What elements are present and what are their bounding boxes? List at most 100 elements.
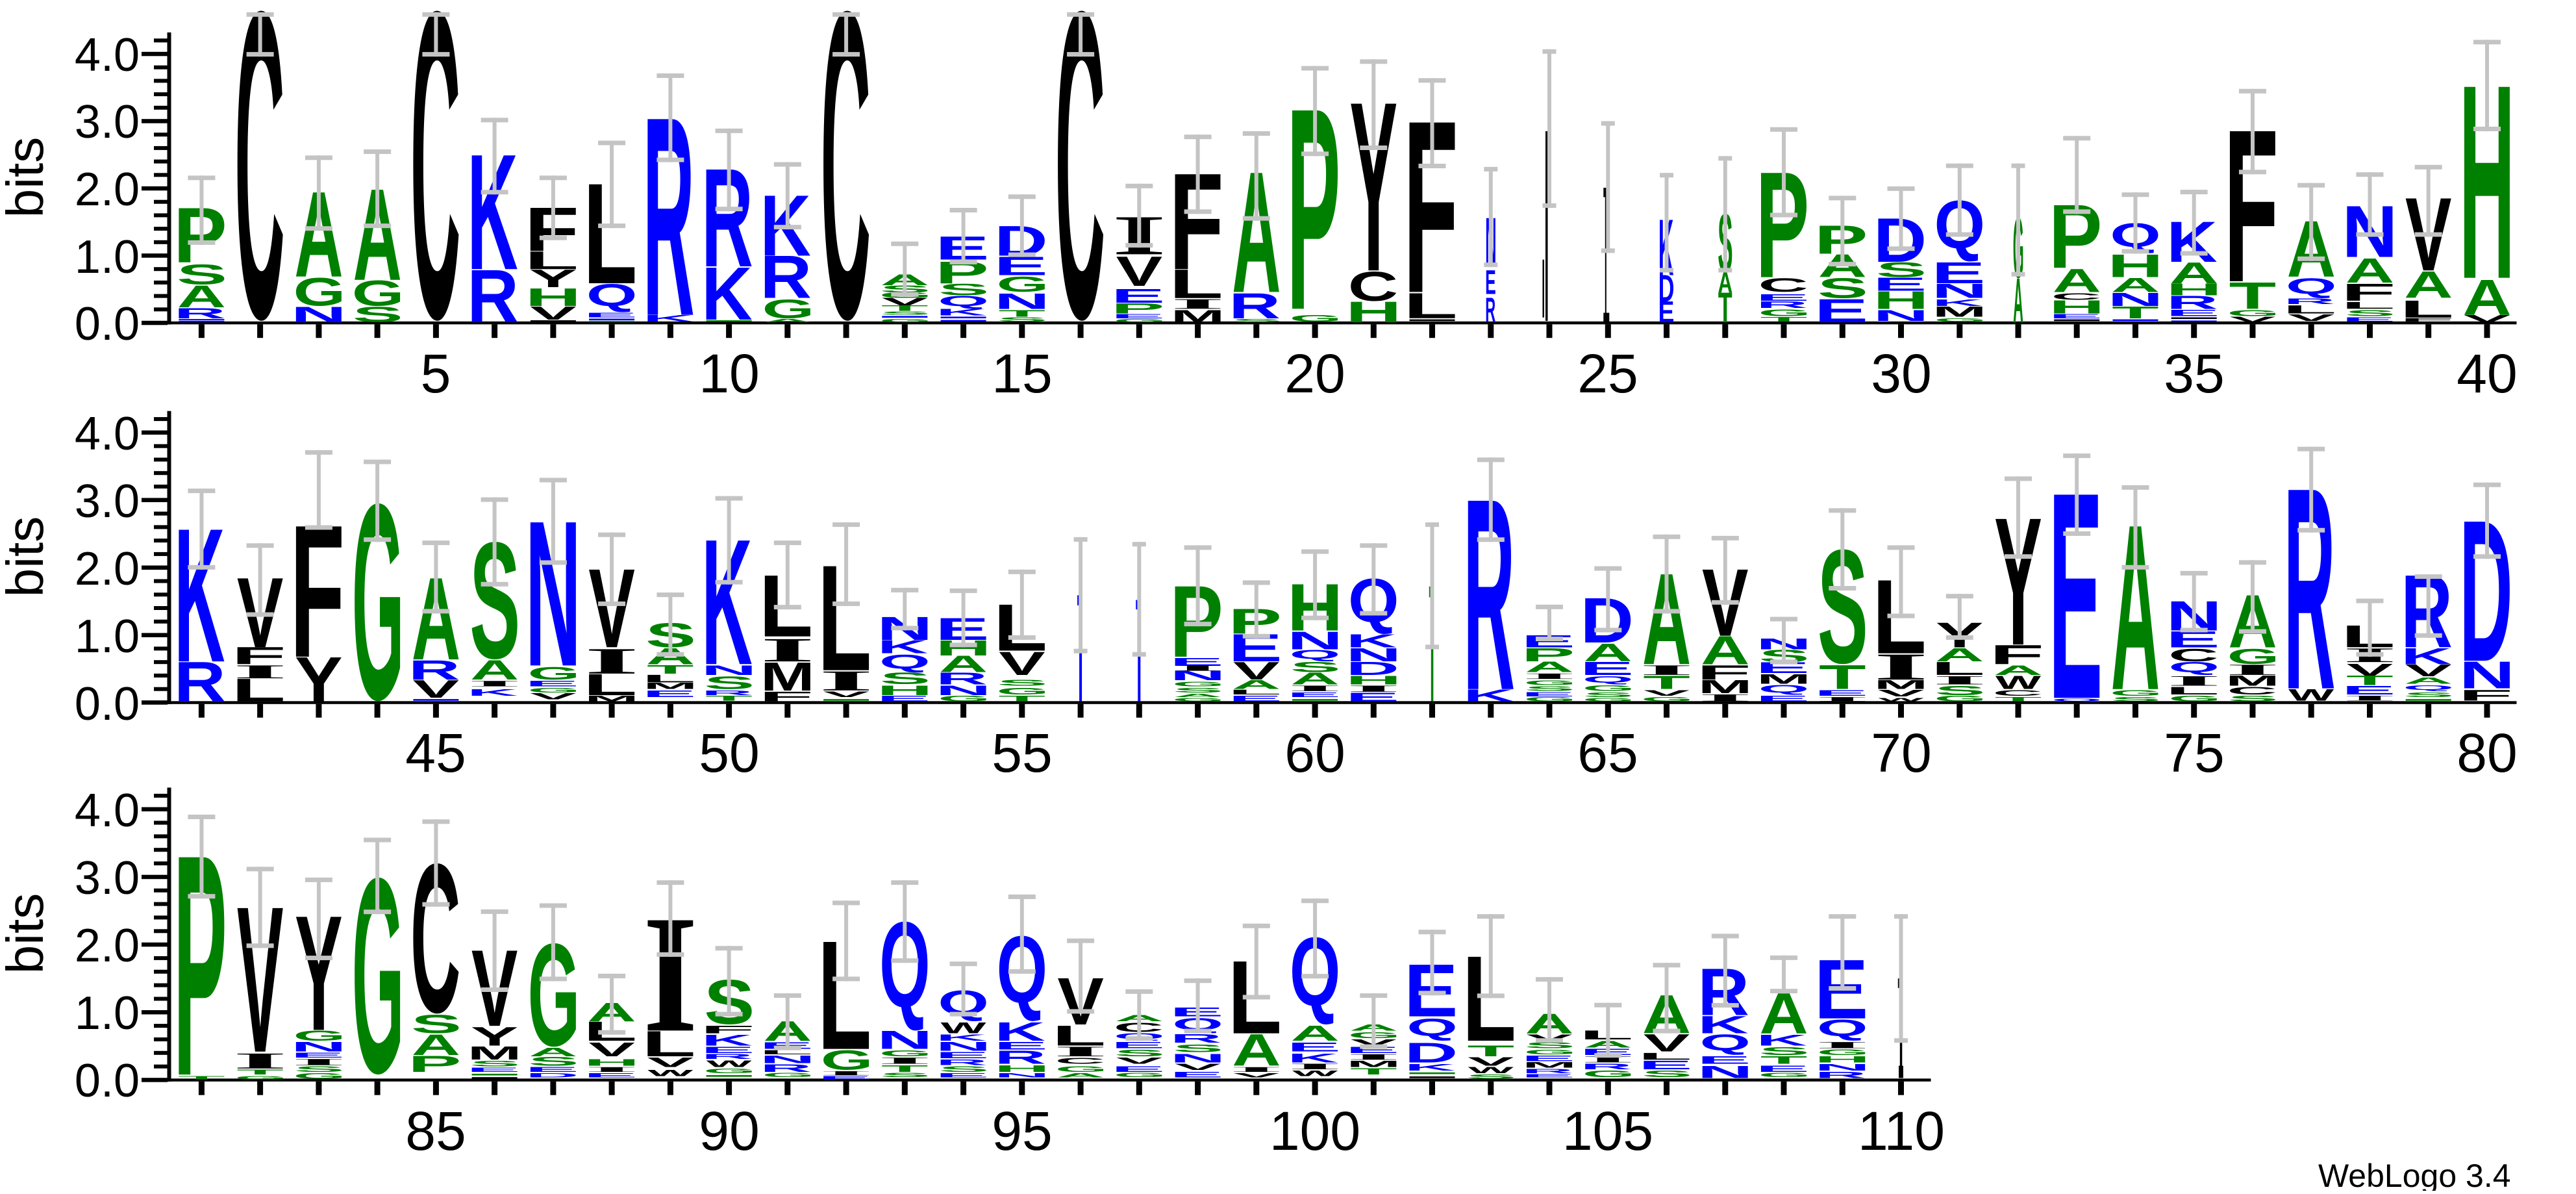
svg-text:75: 75 <box>2164 722 2224 783</box>
svg-text:L: L <box>642 672 695 685</box>
svg-text:K: K <box>174 489 225 703</box>
svg-text:R: R <box>1815 1070 1867 1080</box>
svg-text:Q: Q <box>879 651 930 673</box>
svg-text:I: I <box>1346 1052 1401 1061</box>
svg-text:G: G <box>1114 1072 1166 1078</box>
svg-text:S: S <box>528 1054 579 1068</box>
svg-text:A: A <box>1232 678 1281 692</box>
svg-text:E: E <box>1580 658 1634 679</box>
svg-text:M: M <box>2225 672 2279 689</box>
svg-text:T: T <box>1467 1042 1514 1060</box>
svg-text:E: E <box>1873 274 1927 295</box>
svg-text:G: G <box>1758 1072 1811 1078</box>
svg-text:N: N <box>1873 307 1929 324</box>
svg-text:R: R <box>1522 1068 1574 1074</box>
svg-text:A: A <box>1232 1025 1281 1076</box>
svg-text:G: G <box>938 694 990 703</box>
svg-text:Y: Y <box>471 1022 519 1052</box>
svg-text:E: E <box>466 1067 520 1073</box>
svg-text:S: S <box>1934 683 1985 698</box>
svg-text:M: M <box>584 694 638 704</box>
svg-text:A: A <box>2345 251 2394 290</box>
svg-text:V: V <box>1878 688 1925 699</box>
svg-text:E: E <box>1814 292 1868 329</box>
svg-text:K: K <box>1405 1061 1455 1073</box>
svg-text:E: E <box>877 694 931 703</box>
svg-text:D: D <box>1405 1037 1458 1069</box>
svg-text:K: K <box>467 687 518 698</box>
svg-text:W: W <box>941 1019 987 1037</box>
svg-text:G: G <box>2110 689 2162 697</box>
svg-text:35: 35 <box>2164 343 2224 404</box>
svg-text:50: 50 <box>699 722 759 783</box>
svg-text:Y: Y <box>529 264 577 293</box>
svg-text:V: V <box>588 1039 634 1061</box>
svg-text:D: D <box>1346 658 1399 679</box>
svg-text:W: W <box>1468 1065 1514 1075</box>
svg-text:45: 45 <box>405 722 466 783</box>
svg-text:15: 15 <box>992 343 1052 404</box>
svg-text:K: K <box>936 1033 987 1043</box>
svg-text:L: L <box>1228 688 1282 696</box>
svg-text:A: A <box>177 279 226 314</box>
svg-text:Q: Q <box>1582 674 1633 684</box>
svg-text:25: 25 <box>1577 343 1638 404</box>
svg-text:S: S <box>997 678 1047 687</box>
svg-text:H: H <box>1814 1054 1870 1064</box>
svg-text:E: E <box>1756 1064 1810 1074</box>
svg-text:G: G <box>879 318 932 323</box>
svg-text:I: I <box>1932 674 1987 687</box>
svg-text:K: K <box>1932 298 1982 309</box>
svg-text:M: M <box>468 1043 521 1063</box>
svg-text:H: H <box>2108 248 2164 285</box>
svg-text:3.0: 3.0 <box>75 852 140 904</box>
svg-text:A: A <box>412 1028 460 1061</box>
svg-text:C: C <box>2168 645 2218 665</box>
svg-text:E: E <box>1931 256 1985 290</box>
svg-text:E: E <box>1697 1054 1751 1066</box>
svg-text:I: I <box>467 679 521 688</box>
svg-text:I: I <box>1815 1040 1869 1050</box>
svg-text:2.0: 2.0 <box>75 920 140 972</box>
svg-text:W: W <box>1292 1069 1338 1078</box>
svg-text:I: I <box>1053 1043 1108 1060</box>
svg-text:G: G <box>1172 680 1225 688</box>
svg-text:P: P <box>1111 300 1164 316</box>
svg-text:T: T <box>705 694 753 702</box>
svg-text:H: H <box>1345 296 1401 329</box>
svg-text:H: H <box>2166 281 2222 299</box>
svg-text:C: C <box>2227 685 2277 697</box>
svg-text:C: C <box>1348 263 1398 310</box>
svg-text:F: F <box>759 689 814 704</box>
svg-text:I: I <box>232 1048 287 1074</box>
svg-text:T: T <box>178 1075 225 1080</box>
svg-text:V: V <box>1233 657 1280 685</box>
svg-text:I: I <box>232 661 287 682</box>
svg-text:N: N <box>1697 1062 1753 1082</box>
svg-text:K: K <box>1346 630 1397 651</box>
svg-text:N: N <box>701 663 757 678</box>
svg-text:Y: Y <box>295 644 343 716</box>
svg-text:A: A <box>939 651 988 678</box>
svg-text:A: A <box>2404 263 2453 306</box>
svg-text:C: C <box>1055 0 1105 410</box>
svg-text:S: S <box>938 281 989 299</box>
svg-text:L: L <box>1931 658 1985 679</box>
svg-text:I: I <box>1229 1065 1284 1073</box>
svg-text:V: V <box>530 303 577 324</box>
svg-text:N: N <box>994 1072 1050 1078</box>
svg-text:E: E <box>525 680 579 688</box>
svg-text:V: V <box>1233 1072 1280 1078</box>
svg-text:N: N <box>291 302 347 327</box>
svg-text:A: A <box>2404 676 2453 685</box>
svg-text:G: G <box>2227 644 2280 669</box>
svg-text:S: S <box>1466 1073 1516 1080</box>
svg-text:E: E <box>1287 1040 1341 1054</box>
svg-text:F: F <box>2341 279 2395 306</box>
svg-text:L: L <box>759 1049 813 1056</box>
svg-text:E: E <box>1169 1070 1223 1079</box>
svg-text:3.0: 3.0 <box>75 96 140 148</box>
svg-text:E: E <box>1638 1058 1692 1071</box>
svg-text:T: T <box>1819 659 1866 697</box>
svg-text:K: K <box>1464 686 1514 705</box>
